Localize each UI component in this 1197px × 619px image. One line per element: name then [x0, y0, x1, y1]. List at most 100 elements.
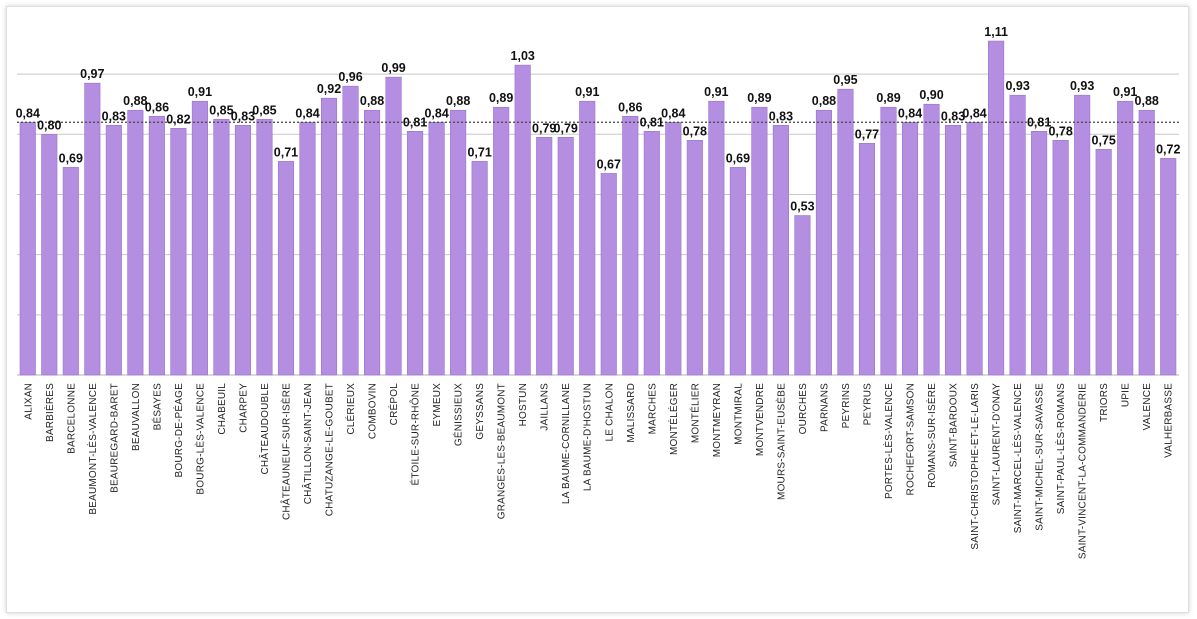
bar-20 — [450, 109, 467, 376]
bar-22 — [493, 106, 510, 376]
x-tick-label-12: CHÂTEAUNEUF-SUR-ISÈRE — [279, 383, 292, 520]
bar-47 — [1031, 131, 1048, 376]
bar-12 — [277, 161, 295, 376]
data-label-51: 0,91 — [1113, 85, 1137, 99]
bar-32 — [708, 100, 725, 376]
bar-45 — [988, 40, 1005, 376]
bar-18 — [407, 131, 424, 376]
bar-41 — [901, 121, 919, 376]
bar-5 — [127, 109, 144, 376]
data-label-18: 0,81 — [403, 115, 427, 129]
bar-49 — [1074, 94, 1091, 376]
x-tick-labels: ALIXAN BARBIÈRES BARCELONNE BEAUMONT-LÈS-VA… — [23, 383, 1174, 559]
x-tick-label-30: MONTÉLÉGER — [667, 383, 680, 455]
x-tick-label-51: UPIE — [1121, 383, 1132, 407]
bar-33 — [729, 167, 746, 376]
bar-13 — [299, 121, 316, 376]
data-label-5: 0,88 — [123, 94, 147, 108]
data-label-32: 0,91 — [704, 85, 728, 99]
data-label-24: 0,79 — [532, 121, 556, 135]
data-label-35: 0,83 — [769, 109, 793, 123]
x-tick-label-53: VALHERBASSE — [1164, 383, 1175, 458]
x-tick-label-38: PEYRINS — [841, 383, 852, 428]
data-label-37: 0,88 — [812, 94, 836, 108]
x-tick-label-32: MONTMEYRAN — [712, 383, 723, 457]
data-label-36: 0,53 — [790, 200, 814, 214]
data-label-31: 0,78 — [683, 124, 707, 138]
bar-7 — [170, 127, 187, 376]
bar-53 — [1160, 158, 1177, 376]
data-label-44: 0,84 — [962, 106, 986, 120]
data-label-27: 0,67 — [597, 157, 621, 171]
x-tick-label-34: MONTVENDRE — [755, 383, 766, 456]
gridlines — [17, 73, 1179, 316]
x-tick-label-37: PARNANS — [819, 383, 830, 432]
x-tick-label-18: ÉTOILE-SUR-RHÔNE — [409, 383, 422, 486]
bar-30 — [665, 121, 682, 376]
bar-46 — [1009, 94, 1026, 376]
bar-8 — [191, 100, 208, 376]
x-tick-label-0: ALIXAN — [23, 383, 34, 420]
x-tick-label-39: PEYRUS — [862, 383, 873, 425]
data-label-50: 0,75 — [1092, 133, 1116, 147]
bar-36 — [794, 215, 811, 376]
x-tick-label-24: JAILLANS — [540, 383, 551, 431]
bar-48 — [1052, 140, 1069, 376]
data-label-28: 0,86 — [618, 100, 642, 114]
bar-28 — [622, 115, 639, 376]
bar-9 — [213, 118, 230, 376]
data-label-12: 0,71 — [274, 145, 298, 159]
bar-34 — [751, 106, 768, 376]
x-tick-label-48: SAINT-PAUL-LÈS-ROMANS — [1054, 383, 1067, 514]
x-tick-label-45: SAINT-LAURENT-D'ONAY — [992, 383, 1003, 506]
x-tick-label-28: MALISSARD — [626, 383, 637, 443]
x-tick-label-46: SAINT-MARCEL-LÈS-VALENCE — [1011, 383, 1024, 533]
x-tick-label-27: LE CHALON — [604, 383, 615, 442]
data-label-48: 0,78 — [1048, 124, 1072, 138]
data-label-6: 0,86 — [145, 100, 169, 114]
bar-43 — [945, 124, 962, 376]
bar-21 — [471, 161, 488, 376]
x-tick-label-9: CHABEUIL — [217, 383, 228, 435]
x-tick-label-47: SAINT-MICHEL-SUR-SAVASSE — [1035, 383, 1046, 531]
x-tick-label-29: MARCHES — [647, 383, 658, 435]
data-label-10: 0,83 — [231, 109, 255, 123]
bar-16 — [364, 109, 381, 376]
bar-23 — [514, 64, 531, 376]
bar-31 — [686, 140, 703, 376]
data-label-17: 0,99 — [381, 61, 405, 75]
x-tick-label-33: MONTMIRAL — [733, 383, 744, 445]
data-label-23: 1,03 — [511, 49, 535, 63]
bar-40 — [880, 106, 897, 376]
data-label-38: 0,95 — [833, 73, 857, 87]
data-label-33: 0,69 — [726, 151, 750, 165]
data-label-11: 0,85 — [252, 103, 276, 117]
x-tick-label-52: VALENCE — [1142, 383, 1153, 430]
bar-15 — [342, 85, 359, 376]
bar-14 — [320, 97, 338, 376]
data-label-22: 0,89 — [489, 91, 513, 105]
data-label-8: 0,91 — [188, 85, 212, 99]
data-label-4: 0,83 — [102, 109, 126, 123]
x-tick-label-10: CHARPEY — [238, 383, 249, 433]
bar-10 — [234, 124, 251, 376]
bar-37 — [815, 109, 832, 376]
x-tick-label-44: SAINT-CHRISTOPHE-ET-LE-LARIS — [970, 383, 981, 550]
bar-24 — [536, 137, 553, 376]
data-labels: 0,840,800,690,970,830,880,860,820,910,85… — [16, 25, 1181, 214]
x-tick-label-23: HOSTUN — [518, 383, 529, 426]
data-label-19: 0,84 — [424, 106, 448, 120]
x-tick-label-17: CRÉPOL — [387, 383, 400, 426]
bar-29 — [643, 131, 660, 376]
x-tick-label-21: GEYSSANS — [475, 383, 486, 440]
x-tick-label-2: BARCELONNE — [66, 383, 77, 454]
data-label-30: 0,84 — [661, 106, 685, 120]
bar-38 — [837, 88, 854, 376]
bar-50 — [1095, 149, 1112, 376]
data-label-29: 0,81 — [640, 115, 664, 129]
x-tick-label-16: COMBOVIN — [368, 383, 379, 439]
bar-42 — [923, 103, 940, 376]
x-tick-label-15: CLÉRIEUX — [344, 383, 357, 435]
bar-4 — [105, 124, 122, 376]
x-tick-label-50: TRIORS — [1099, 383, 1110, 422]
